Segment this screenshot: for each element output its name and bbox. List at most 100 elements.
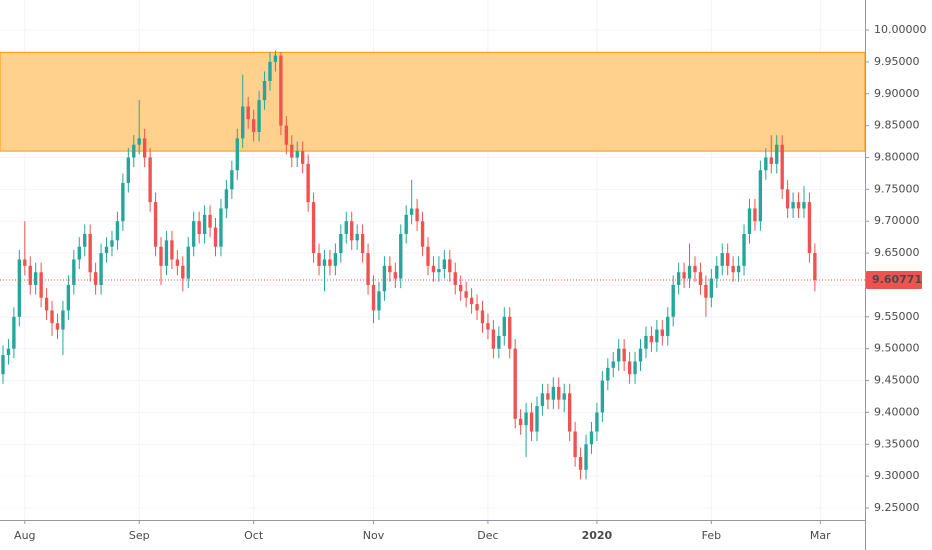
candle-body (137, 138, 141, 145)
candle-body (317, 253, 321, 266)
candle-body (469, 297, 474, 305)
candle-body (796, 202, 801, 209)
candle-body (584, 444, 588, 470)
candle-body (350, 221, 354, 241)
candle-body (208, 214, 212, 228)
candle-body (508, 316, 512, 349)
candle-body (246, 106, 250, 120)
candle-body (88, 233, 92, 273)
candle-body (17, 259, 22, 317)
candle-body (6, 348, 11, 356)
candle-body (121, 182, 125, 222)
candle-body (104, 246, 109, 254)
candle-body (50, 310, 54, 324)
y-tick-label: 10.00000 (874, 23, 927, 36)
candle-body (170, 240, 174, 260)
candle-body (785, 189, 790, 209)
x-tick-label: Aug (14, 529, 35, 542)
candle-body (344, 221, 348, 234)
candle-body (132, 144, 136, 158)
candle-body (382, 265, 387, 292)
candle-body (622, 348, 626, 362)
candle-body (513, 348, 517, 419)
candle-body (192, 221, 196, 247)
candle-body (142, 138, 147, 158)
candle-body (459, 284, 463, 292)
candle-body (497, 335, 501, 349)
candle-body (420, 221, 425, 247)
candle-body (1, 355, 5, 375)
candle-body (480, 310, 485, 324)
candle-body (159, 246, 163, 266)
y-tick-label: 9.45000 (874, 374, 920, 387)
candle-body (93, 272, 98, 285)
candle-body (328, 259, 332, 266)
candle-body (322, 259, 327, 266)
candle-body (268, 61, 272, 82)
candle-body (202, 214, 207, 234)
candle-body (518, 418, 523, 426)
candle-body (175, 259, 180, 266)
candle-body (404, 214, 408, 234)
candle-body (34, 272, 38, 285)
y-tick-label: 9.95000 (874, 55, 920, 68)
candle-body (393, 272, 398, 279)
candle-body (262, 81, 267, 101)
candle-body (181, 265, 185, 279)
candle-body (769, 157, 773, 164)
candle-body (360, 233, 365, 254)
candle-body (676, 272, 681, 285)
candle-body (148, 157, 152, 203)
candle-body (431, 265, 436, 273)
candle-body (633, 361, 637, 375)
price-zone (0, 51, 866, 152)
candle-body (61, 310, 65, 330)
y-tick-label: 9.30000 (874, 469, 920, 482)
candle-body (110, 240, 114, 247)
candle-body (704, 284, 708, 298)
candle-body (355, 233, 359, 241)
candle-body (366, 253, 370, 285)
candle-body (726, 253, 730, 266)
candle-body (611, 361, 615, 368)
candle-body (388, 265, 392, 273)
candle-body (230, 170, 234, 190)
y-tick-label: 9.50000 (874, 342, 920, 355)
candle-body (562, 393, 566, 400)
y-tick-label: 9.55000 (874, 310, 920, 323)
x-tick-label: Dec (477, 529, 498, 542)
candle-body (540, 393, 545, 407)
y-tick-label: 9.25000 (874, 501, 920, 514)
candle-body (72, 259, 76, 285)
y-tick-label: 9.65000 (874, 246, 920, 259)
candle-body (753, 208, 757, 222)
overlay: 9.60771 (0, 271, 922, 290)
candle-body (731, 265, 735, 273)
candle-body (99, 253, 103, 285)
candle-body (290, 144, 294, 158)
zone-layer (0, 51, 866, 152)
candle-body (300, 151, 305, 164)
candle-body (627, 361, 632, 375)
candle-body (197, 221, 201, 234)
candle-body (758, 170, 763, 222)
candle-body (23, 259, 27, 266)
candle-body (807, 202, 812, 254)
candle-body (709, 278, 714, 298)
candle-body (606, 367, 610, 381)
candle-body (589, 431, 594, 445)
candle-body (535, 406, 539, 432)
candle-body (791, 202, 795, 209)
candle-body (682, 272, 686, 279)
candle-body (224, 189, 229, 209)
candle-body (415, 208, 419, 222)
candle-body (409, 208, 414, 215)
candle-body (339, 233, 343, 254)
candle-body (742, 233, 746, 266)
candle-body (377, 291, 381, 311)
candle-body (83, 233, 87, 247)
candle-body (747, 208, 752, 234)
candle-body (649, 335, 654, 343)
candle-body (486, 323, 490, 330)
